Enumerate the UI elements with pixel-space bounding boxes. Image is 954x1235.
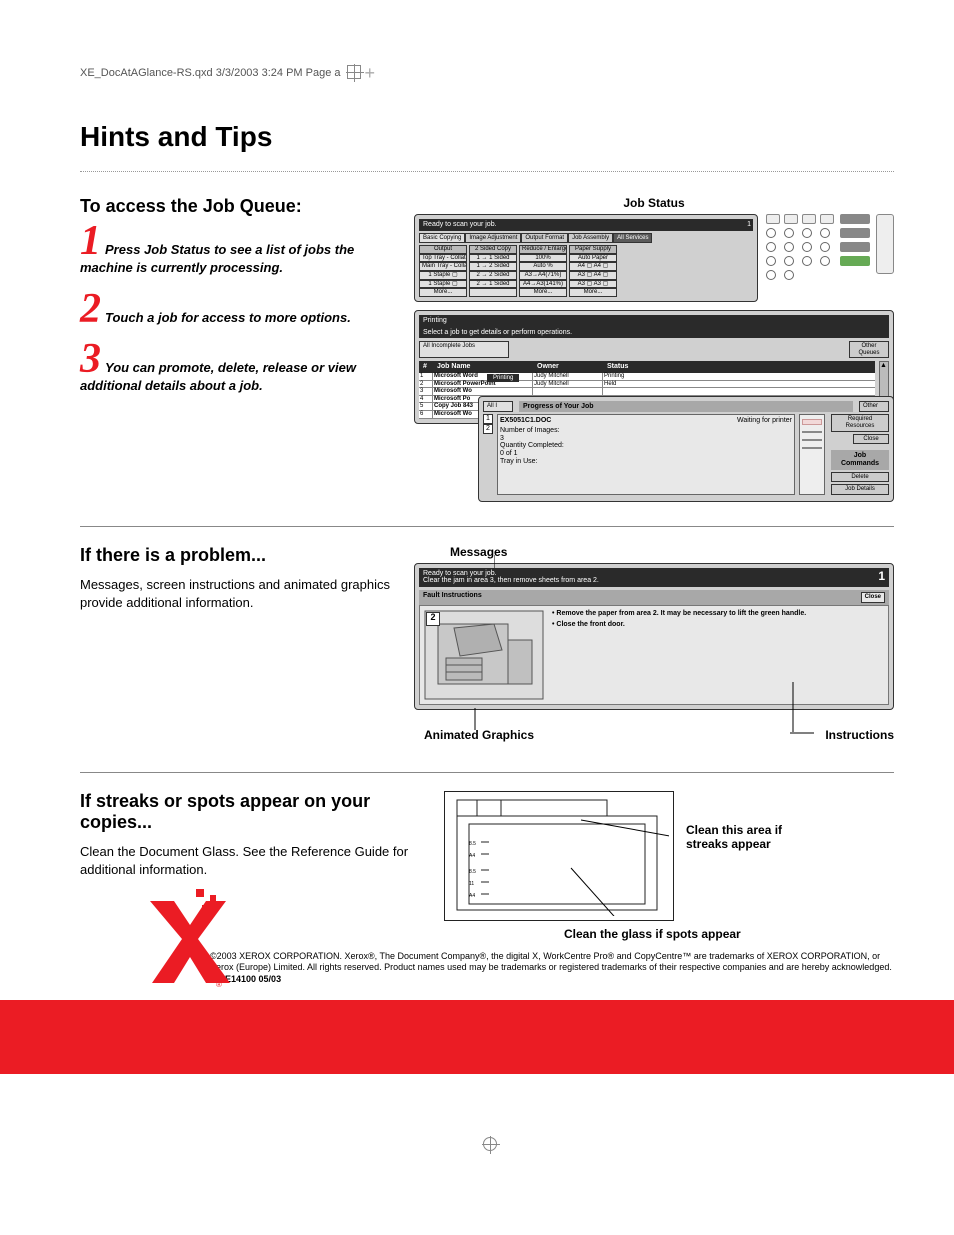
step-3: 3You can promote, delete, release or vie… — [80, 345, 390, 395]
section2-heading: If there is a problem... — [80, 545, 390, 566]
svg-text:11: 11 — [469, 881, 474, 887]
svg-text:8.5: 8.5 — [469, 869, 476, 875]
bottom-reg-mark — [80, 1134, 894, 1153]
red-footer-bar — [0, 1000, 954, 1074]
streaks-callout: Clean this area if streaks appear — [686, 823, 806, 921]
slug-line: XE_DocAtAGlance-RS.qxd 3/3/2003 3:24 PM … — [80, 60, 894, 81]
instr-label: Instructions — [825, 728, 894, 748]
svg-text:A4: A4 — [469, 893, 475, 899]
section3-body: Clean the Document Glass. See the Refere… — [80, 843, 420, 879]
document-glass-figure: 8.5 A4 8.5 11 A4 — [444, 791, 674, 921]
step-2: 2Touch a job for access to more options. — [80, 295, 390, 327]
xerox-logo-icon: ® — [140, 889, 230, 989]
job-status-label: Job Status — [414, 196, 894, 210]
divider — [80, 772, 894, 773]
printer-diagram-icon — [424, 610, 544, 700]
queue-panel-2: All I Progress of Your Job Other 12 EX50… — [478, 396, 894, 502]
section2-body: Messages, screen instructions and animat… — [80, 576, 390, 612]
anim-label: Animated Graphics — [424, 728, 534, 748]
divider — [80, 526, 894, 527]
divider — [80, 171, 894, 172]
svg-text:A4: A4 — [469, 853, 475, 859]
svg-text:®: ® — [216, 980, 222, 989]
section1-heading: To access the Job Queue: — [80, 196, 390, 217]
section3-heading: If streaks or spots appear on your copie… — [80, 791, 420, 833]
fault-panel: Ready to scan your job. Clear the jam in… — [414, 563, 894, 710]
spots-callout: Clean the glass if spots appear — [564, 927, 894, 941]
page-title: Hints and Tips — [80, 121, 894, 153]
svg-text:8.5: 8.5 — [469, 841, 476, 847]
step-1: 1Press Job Status to see a list of jobs … — [80, 227, 390, 277]
control-panel-figure: Ready to scan your job.1 Basic CopyingIm… — [414, 214, 894, 302]
